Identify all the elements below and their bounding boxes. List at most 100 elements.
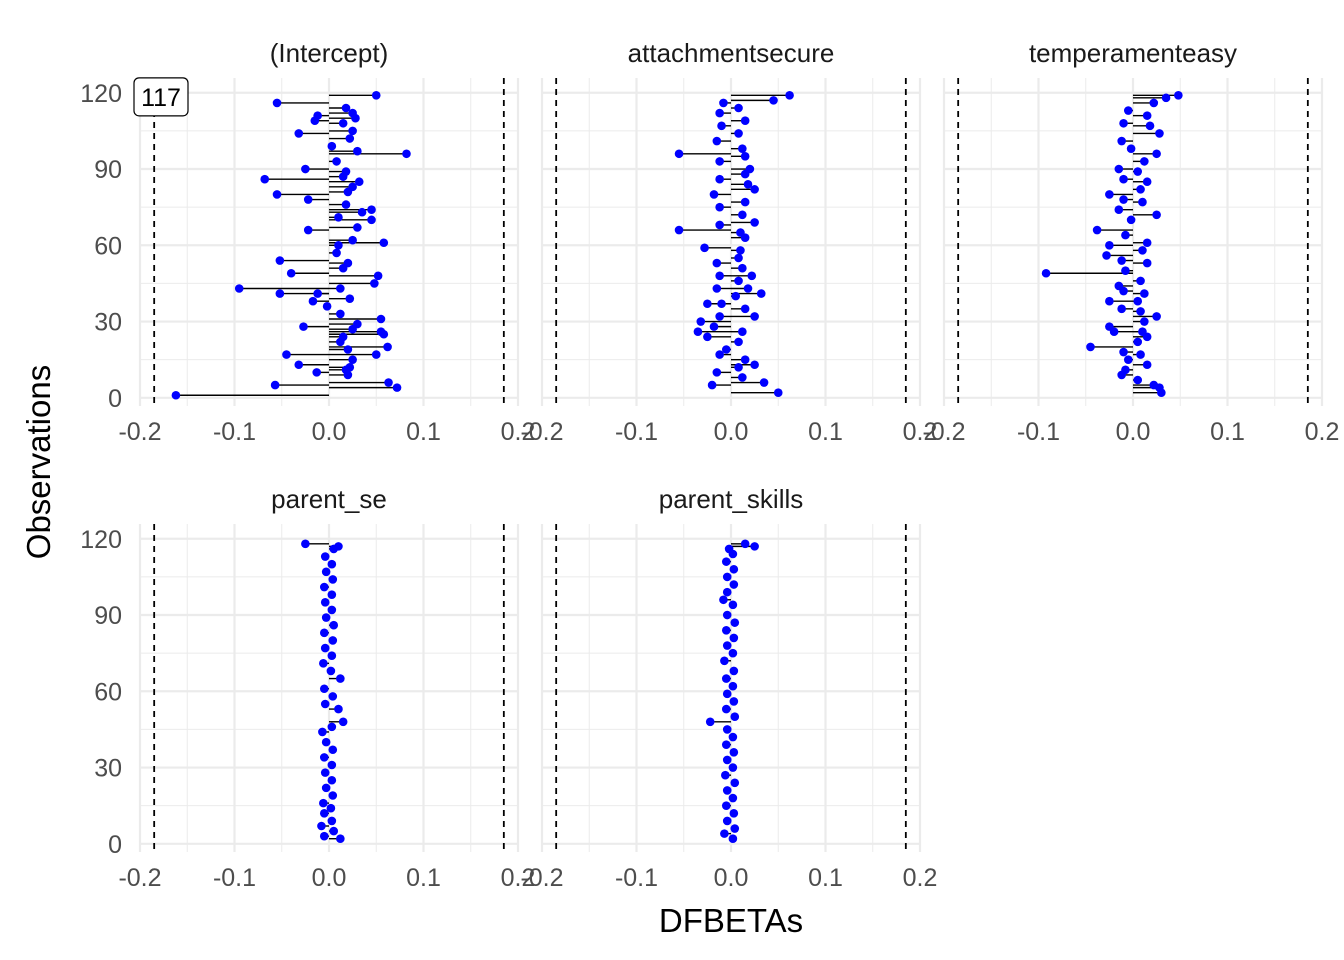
facet-panel: attachmentsecure -0.2 -0.1 0.0 0.1 0.2 <box>520 38 937 446</box>
dfbeta-point <box>327 559 337 569</box>
dfbeta-point <box>750 360 759 370</box>
x-tick-label: 0.2 <box>501 418 536 446</box>
dfbeta-point <box>367 205 376 214</box>
dfbeta-point <box>336 674 345 683</box>
dfbeta-point <box>334 542 343 551</box>
dfbeta-point <box>740 304 750 314</box>
y-tick-label: 90 <box>94 156 122 184</box>
dfbeta-point <box>1086 342 1095 352</box>
dfbeta-point <box>171 390 181 400</box>
dfbeta-point <box>728 732 738 742</box>
dfbeta-point <box>1140 289 1149 298</box>
dfbeta-point <box>1123 106 1133 115</box>
dfbeta-point <box>392 383 402 392</box>
y-tick-label: 30 <box>94 755 122 783</box>
dfbeta-point <box>329 620 339 630</box>
dfbeta-point <box>715 350 724 359</box>
dfbeta-point <box>750 185 759 194</box>
dfbeta-point <box>785 91 794 100</box>
dfbeta-point <box>717 121 726 131</box>
dfbeta-point <box>743 179 753 189</box>
dfbeta-point <box>1119 195 1128 204</box>
x-tick-label: 0.0 <box>312 418 347 446</box>
panel-title: parent_se <box>271 484 387 514</box>
dfbeta-point <box>1136 307 1145 316</box>
dfbeta-point <box>722 610 732 620</box>
dfbeta-point <box>1133 296 1143 306</box>
dfbeta-point <box>345 294 355 303</box>
dfbeta-point <box>1133 167 1143 176</box>
dfbeta-point <box>1142 238 1152 248</box>
dfbeta-point <box>275 289 285 298</box>
x-tick-label: -0.2 <box>922 418 965 446</box>
dfbeta-point <box>1138 197 1147 207</box>
dfbeta-point <box>320 552 330 561</box>
y-axis-title: Observations <box>20 365 57 559</box>
dfbeta-point <box>1114 205 1124 214</box>
dfbeta-point <box>1126 144 1136 153</box>
dfbeta-point <box>317 821 326 831</box>
dfbeta-point <box>1102 251 1111 260</box>
dfbeta-point <box>1140 317 1149 326</box>
x-tick-label: -0.2 <box>520 864 563 892</box>
dfbeta-point <box>745 164 755 174</box>
dfbeta-point <box>750 218 759 227</box>
panel-title: attachmentsecure <box>628 38 835 68</box>
dfbeta-point <box>743 284 753 293</box>
dfbeta-point <box>724 544 734 554</box>
dfbeta-point <box>334 240 343 250</box>
dfbeta-point <box>1041 268 1051 278</box>
facet-panel: parent_skills -0.2 -0.1 0.0 0.1 0.2 <box>520 484 937 892</box>
dfbeta-point <box>328 636 338 645</box>
dfbeta-point <box>729 666 739 676</box>
dfbeta-point <box>320 598 330 607</box>
dfbeta-point <box>321 737 331 747</box>
dfbeta-point <box>383 342 392 352</box>
dfbeta-point <box>334 213 343 222</box>
dfbeta-point <box>1155 129 1164 138</box>
dfbeta-point <box>750 312 759 321</box>
y-tick-label: 60 <box>94 678 122 706</box>
dfbeta-point <box>322 301 332 311</box>
x-tick-label: 0.2 <box>501 864 536 892</box>
dfbeta-point <box>715 202 724 212</box>
dfbeta-point <box>1121 365 1130 375</box>
dfbeta-point <box>272 190 282 199</box>
dfbeta-point <box>734 253 743 263</box>
dfbeta-point <box>308 296 318 306</box>
dfbeta-point <box>1174 91 1183 100</box>
dfbeta-point <box>738 144 747 153</box>
dfbeta-point <box>734 103 743 113</box>
dfbeta-point <box>1138 327 1147 337</box>
dfbeta-point <box>373 271 383 281</box>
dfbeta-point <box>740 116 750 126</box>
dfbeta-point <box>731 291 741 301</box>
dfbeta-point <box>730 618 740 627</box>
dfbeta-point <box>345 362 355 372</box>
dfbeta-point <box>1105 240 1114 250</box>
dfbeta-point <box>319 659 328 668</box>
dfbeta-point <box>312 368 322 377</box>
dfbeta-point <box>722 786 732 795</box>
x-tick-label: 0.2 <box>903 864 938 892</box>
dfbeta-point <box>321 783 331 793</box>
dfbeta-point <box>379 238 389 248</box>
dfbeta-point <box>338 332 348 342</box>
dfbeta-point <box>319 798 328 808</box>
dfbeta-point <box>329 826 339 836</box>
dfbeta-point <box>715 312 724 321</box>
dfbeta-point <box>728 834 738 844</box>
dfbeta-point <box>336 284 345 293</box>
dfbeta-point <box>1126 215 1136 225</box>
dfbeta-point <box>773 388 783 398</box>
y-tick-label: 60 <box>94 232 122 260</box>
dfbeta-point <box>719 98 728 108</box>
dfbeta-point <box>345 134 355 143</box>
dfbeta-point <box>730 824 740 833</box>
dfbeta-point <box>327 722 337 732</box>
dfbeta-point <box>729 564 739 574</box>
dfbeta-point <box>321 613 331 622</box>
dfbeta-point <box>721 740 731 749</box>
dfbeta-point <box>294 129 304 138</box>
